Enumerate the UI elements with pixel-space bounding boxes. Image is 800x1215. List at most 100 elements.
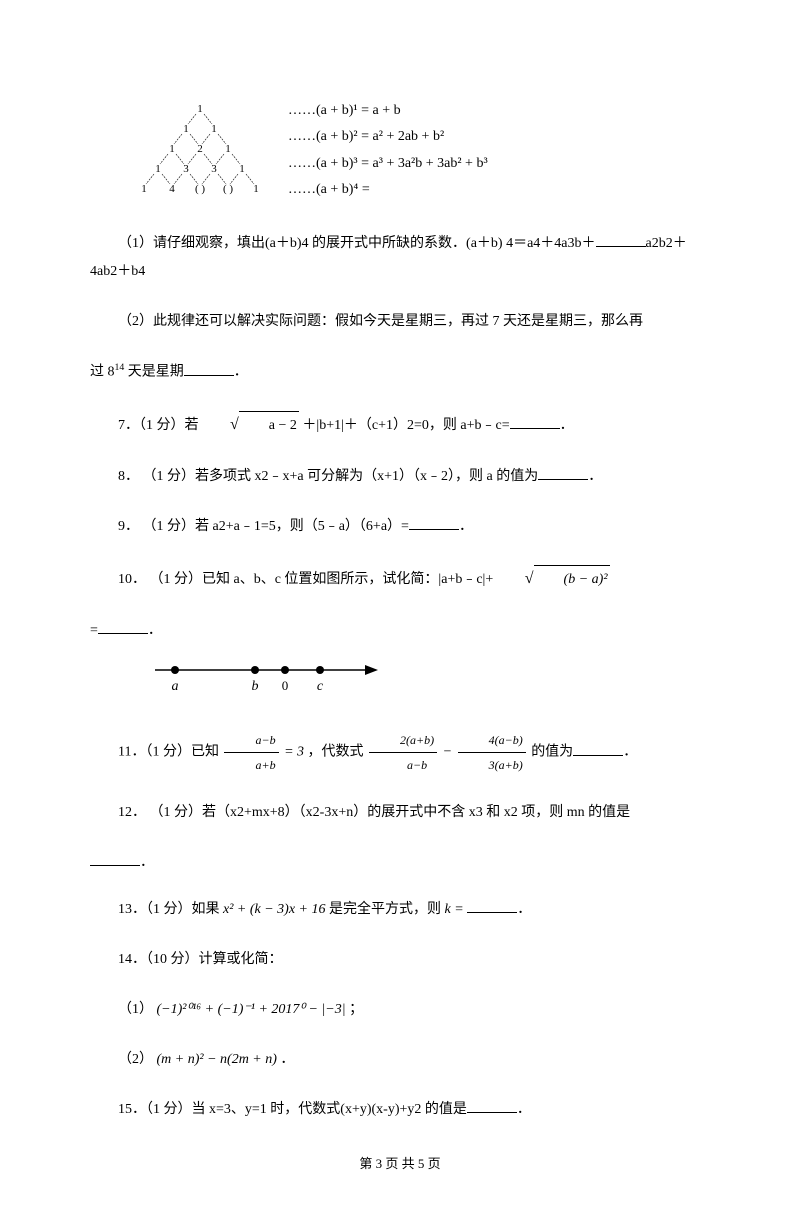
svg-text:0: 0 [282, 678, 289, 693]
question-8: 8． （1 分）若多项式 x2﹣x+a 可分解为（x+1）（x﹣2），则 a 的… [90, 463, 710, 491]
svg-text:1: 1 [155, 163, 161, 175]
pascals-triangle-section: 1 11 121 1331 14( )( )1 ……(a + b)¹ = a +… [130, 100, 710, 208]
svg-text:1: 1 [253, 183, 259, 195]
blank[interactable] [90, 849, 140, 866]
fraction-1: a−ba+b [224, 728, 278, 777]
page-content: 1 11 121 1331 14( )( )1 ……(a + b)¹ = a +… [0, 0, 800, 1215]
blank[interactable] [538, 463, 588, 480]
svg-text:1: 1 [197, 103, 203, 115]
question-15: 15．（1 分）当 x=3、y=1 时，代数式(x+y)(x-y)+y2 的值是… [90, 1096, 710, 1124]
svg-text:1: 1 [211, 123, 217, 135]
question-13: 13．（1 分）如果 x² + (k − 3)x + 16 是完全平方式，则 k… [90, 896, 710, 924]
q14p2-label: （2） [118, 1052, 153, 1067]
q6p2-line1: （2）此规律还可以解决实际问题：假如今天是星期三，再过 7 天还是星期三，那么再 [118, 314, 643, 329]
svg-text:b: b [252, 679, 259, 694]
q9-end: ． [459, 519, 473, 534]
q14p1-math: (−1)²⁰¹⁶ + (−1)⁻¹ + 2017⁰ − |−3| [157, 1002, 346, 1017]
q10-radicand: (b − a)² [534, 565, 610, 594]
q11-eq: = 3 [284, 745, 304, 760]
q15-text: 15．（1 分）当 x=3、y=1 时，代数式(x+y)(x-y)+y2 的值是 [118, 1102, 467, 1117]
q9-text: 9． （1 分）若 a2+a﹣1=5，则（5﹣a）（6+a）= [118, 519, 409, 534]
formula-1: ……(a + b)¹ = a + b [288, 103, 401, 118]
fraction-3: 4(a−b)3(a+b) [458, 728, 526, 777]
q11-text-b: ，代数式 [308, 745, 368, 760]
svg-text:3: 3 [183, 163, 189, 175]
blank[interactable] [467, 1096, 517, 1113]
formula-4: ……(a + b)⁴ = [288, 182, 370, 197]
svg-text:1: 1 [183, 123, 189, 135]
svg-text:( ): ( ) [223, 183, 233, 195]
expansion-formulas: ……(a + b)¹ = a + b ……(a + b)² = a² + 2ab… [288, 100, 488, 206]
q6p2-prefix: 过 8 [90, 365, 115, 380]
question-9: 9． （1 分）若 a2+a﹣1=5，则（5﹣a）（6+a）= ． [90, 513, 710, 541]
q14p2-math: (m + n)² − n(2m + n) [157, 1052, 277, 1067]
q11-text-a: 11．（1 分）已知 [118, 745, 222, 760]
svg-text:1: 1 [169, 143, 175, 155]
sqrt-icon: √(b − a)² [497, 563, 610, 595]
blank[interactable] [467, 896, 517, 913]
q11-minus: − [443, 745, 456, 760]
q10-eq: = [90, 623, 98, 638]
question-12-cont: ． [90, 849, 710, 874]
q10-text: 10． （1 分）已知 a、b、c 位置如图所示，试化简：|a+b﹣c|+ [118, 572, 497, 587]
q6p2-sup: 14 [115, 362, 125, 373]
q13-k: k = [445, 902, 464, 917]
q6p2-suffix: ． [234, 365, 248, 380]
pascals-triangle: 1 11 121 1331 14( )( )1 [130, 100, 270, 208]
blank[interactable] [409, 513, 459, 530]
q14p2-end: ． [280, 1052, 294, 1067]
q11-end: ． [623, 745, 637, 760]
q7-text-c: ． [560, 418, 574, 433]
q6p1-text: （1）请仔细观察，填出(a＋b)4 的展开式中所缺的系数．(a＋b) 4＝a4＋… [118, 236, 596, 251]
q14-title: 14．（10 分）计算或化简： [118, 952, 283, 967]
page-footer: 第 3 页 共 5 页 [90, 1154, 710, 1175]
svg-text:1: 1 [239, 163, 245, 175]
q15-end: ． [517, 1102, 531, 1117]
blank[interactable] [98, 617, 148, 634]
q8-end: ． [588, 469, 602, 484]
question-6-part1: （1）请仔细观察，填出(a＋b)4 的展开式中所缺的系数．(a＋b) 4＝a4＋… [90, 230, 710, 286]
q10-end: ． [148, 623, 162, 638]
q11-text-c: 的值为 [531, 745, 573, 760]
question-7: 7．（1 分）若 √a − 2 ＋|b+1|＋（c+1）2=0，则 a+b﹣c=… [90, 409, 710, 441]
sqrt-icon: √a − 2 [202, 409, 299, 441]
blank[interactable] [596, 230, 646, 247]
svg-text:( ): ( ) [195, 183, 205, 195]
question-14-part2: （2） (m + n)² − n(2m + n) ． [90, 1046, 710, 1074]
question-10: 10． （1 分）已知 a、b、c 位置如图所示，试化简：|a+b﹣c|+ √(… [90, 563, 710, 595]
question-10-cont: =． [90, 617, 710, 642]
svg-text:2: 2 [197, 143, 203, 155]
q14p1-label: （1） [118, 1002, 153, 1017]
blank[interactable] [184, 359, 234, 376]
svg-text:c: c [317, 679, 324, 694]
q12-end: ． [140, 855, 154, 870]
q7-text-b: ＋|b+1|＋（c+1）2=0，则 a+b﹣c= [302, 418, 509, 433]
q13-math: x² + (k − 3)x + 16 [223, 902, 326, 917]
q8-text: 8． （1 分）若多项式 x2﹣x+a 可分解为（x+1）（x﹣2），则 a 的… [118, 469, 538, 484]
question-14-part1: （1） (−1)²⁰¹⁶ + (−1)⁻¹ + 2017⁰ − |−3| ； [90, 996, 710, 1024]
q13-text-b: 是完全平方式，则 [329, 902, 445, 917]
svg-text:1: 1 [225, 143, 231, 155]
formula-3: ……(a + b)³ = a³ + 3a²b + 3ab² + b³ [288, 156, 488, 171]
q12-text: 12． （1 分）若（x2+mx+8）（x2-3x+n）的展开式中不含 x3 和… [118, 805, 630, 820]
question-14: 14．（10 分）计算或化简： [90, 946, 710, 974]
q14p1-end: ； [349, 1002, 363, 1017]
q7-radicand: a − 2 [239, 411, 299, 440]
svg-text:a: a [172, 679, 179, 694]
q6p2-mid: 天是星期 [124, 365, 184, 380]
number-line-diagram: a b 0 c [150, 652, 710, 705]
svg-text:1: 1 [141, 183, 147, 195]
blank[interactable] [573, 739, 623, 756]
fraction-2: 2(a+b)a−b [369, 728, 437, 777]
question-11: 11．（1 分）已知 a−ba+b = 3 ，代数式 2(a+b)a−b − 4… [90, 728, 710, 777]
q13-text-a: 13．（1 分）如果 [118, 902, 223, 917]
blank[interactable] [510, 412, 560, 429]
q7-text-a: 7．（1 分）若 [118, 418, 202, 433]
q13-end: ． [517, 902, 531, 917]
question-12: 12． （1 分）若（x2+mx+8）（x2-3x+n）的展开式中不含 x3 和… [90, 799, 710, 827]
formula-2: ……(a + b)² = a² + 2ab + b² [288, 129, 444, 144]
question-6-part2: （2）此规律还可以解决实际问题：假如今天是星期三，再过 7 天还是星期三，那么再 [90, 308, 710, 336]
question-6-part2-cont: 过 814 天是星期 ． [90, 358, 710, 387]
svg-text:4: 4 [169, 183, 175, 195]
svg-text:3: 3 [211, 163, 217, 175]
